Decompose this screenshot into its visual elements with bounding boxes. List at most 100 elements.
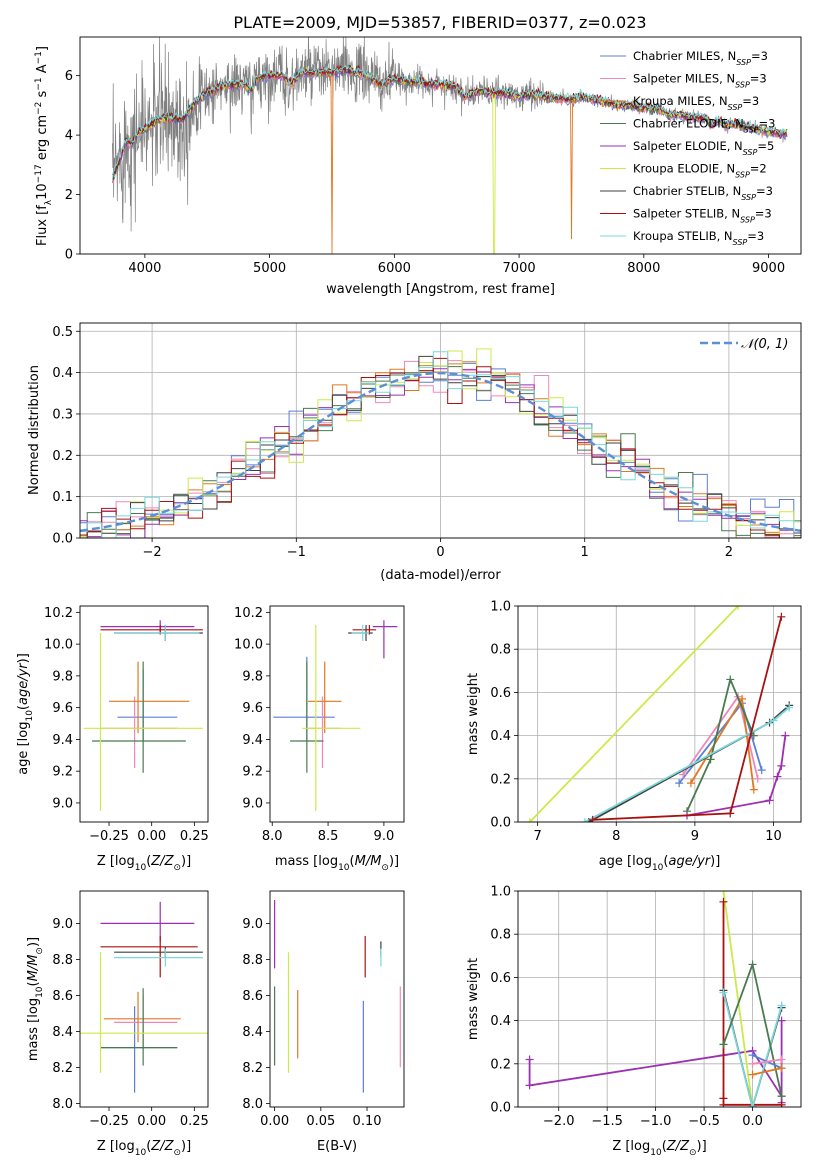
y-tick-label: 9.0 [242, 796, 263, 811]
weight-marker [748, 1070, 757, 1079]
spectrum-ylabel: Flux [fλ10−17 erg cm−2 s−1 A−1] [34, 46, 54, 246]
weight-series [752, 1058, 782, 1065]
y-tick-label: 0.4 [52, 366, 73, 381]
x-tick-label: 0.10 [353, 1114, 382, 1129]
weight-marker [785, 703, 794, 712]
y-tick-label: 8.8 [52, 953, 73, 968]
y-tick-label: 0.4 [490, 729, 511, 744]
errorbar-point [351, 625, 370, 641]
residual-histogram [80, 351, 801, 538]
legend-normal-label: 𝒩(0, 1) [741, 337, 788, 352]
x-tick-label: 9000 [752, 261, 785, 276]
age-mass-xlabel: mass [log10(M/M⊙)] [275, 854, 399, 873]
x-tick-label: −1.5 [591, 1114, 623, 1129]
x-tick-label: −2.0 [543, 1114, 575, 1129]
model-spectrum-kroupa-stelib [111, 64, 788, 181]
mass_vs_ebv-axes: 0.00 0.05 0.10 8.0 8.2 8.4 8.6 8.8 9.0 [242, 917, 381, 1129]
errorbar-point [307, 661, 342, 734]
normal-curve [79, 371, 802, 532]
y-tick-label: 0.6 [490, 686, 511, 701]
age_vs_mass-frame [269, 605, 405, 823]
weight-marker [525, 1055, 534, 1064]
y-tick-label: 4 [65, 129, 73, 144]
y-tick-label: 8.4 [242, 1025, 263, 1040]
weight-series [686, 676, 755, 812]
x-tick-label: 6000 [378, 261, 411, 276]
legend-label: Chabrier STELIB, NSSP=3 [633, 184, 773, 202]
weight-marker [719, 897, 728, 906]
y-tick-label: 9.6 [52, 701, 73, 716]
y-tick-label: 8.6 [52, 989, 73, 1004]
y-tick-label: 8.0 [242, 1097, 263, 1112]
weight-marker [748, 960, 757, 969]
weight-series [529, 606, 739, 822]
errorbar-point [372, 620, 398, 659]
weight-marker [765, 796, 774, 805]
x-tick-label: 0.05 [306, 1114, 335, 1129]
y-tick-label: 0.5 [52, 325, 73, 340]
x-tick-label: 0.25 [180, 1114, 209, 1129]
errorbar-point [100, 936, 198, 978]
y-tick-label: 2 [65, 188, 73, 203]
weight-marker [777, 1016, 786, 1025]
y-tick-label: 8.2 [242, 1061, 263, 1076]
legend-label: Kroupa STELIB, NSSP=3 [633, 229, 764, 247]
weight_vs_Z-axes: −2.0 −1.5 −1.0 −0.5 0.0 0.0 0.2 0.4 0.6 0.8 1.0 [490, 885, 801, 1129]
residual-histogram [80, 360, 801, 538]
x-tick-label: 8 [612, 829, 620, 844]
y-tick-label: 6 [65, 69, 73, 84]
residual-histogram [80, 355, 801, 538]
x-tick-label: 0.0 [742, 1114, 763, 1129]
y-tick-label: 10.0 [44, 638, 73, 653]
residuals-frame [79, 322, 802, 539]
y-tick-label: 9.6 [242, 701, 263, 716]
errorbar-point [100, 901, 195, 942]
weight-marker [726, 675, 735, 684]
errorbar-point [305, 696, 340, 768]
spectrum-frame [79, 36, 802, 255]
x-tick-label: 8.0 [262, 829, 283, 844]
x-tick-label: −1.0 [640, 1114, 672, 1129]
residuals-ylabel: Normed distribution [27, 365, 42, 495]
weight-series [584, 706, 790, 822]
errorbar-point [103, 991, 181, 1043]
figure-title: PLATE=2009, MJD=53857, FIBERID=0377, z=0… [233, 13, 646, 32]
weight-marker [679, 770, 688, 779]
x-tick-label: −2 [143, 545, 162, 560]
x-tick-label: 5000 [253, 261, 286, 276]
x-tick-label: 4000 [128, 261, 161, 276]
weight-marker [719, 891, 728, 895]
x-tick-label: 1 [581, 545, 589, 560]
y-tick-label: 1.0 [490, 600, 511, 615]
y-tick-label: 8.2 [52, 1061, 73, 1076]
y-tick-label: 10.2 [44, 606, 73, 621]
y-tick-label: 10.0 [234, 638, 263, 653]
weight-marker [525, 818, 534, 822]
y-tick-label: 8.4 [52, 1025, 73, 1040]
y-tick-label: 9.4 [242, 733, 263, 748]
errorbar-point [114, 995, 178, 1050]
x-tick-label: 0.25 [180, 829, 209, 844]
errorbar-point [117, 669, 178, 741]
weight-marker [675, 779, 684, 788]
errorbar-point [83, 633, 203, 811]
weight-marker [748, 1103, 757, 1107]
weight-marker [769, 716, 778, 725]
x-tick-label: 0.00 [137, 829, 166, 844]
y-tick-label: 0.4 [490, 1014, 511, 1029]
x-tick-label: −1 [287, 545, 306, 560]
errorbar-point [100, 620, 195, 633]
weight-marker [748, 1051, 757, 1060]
x-tick-label: 7 [534, 829, 542, 844]
y-tick-label: 0.0 [490, 1101, 511, 1116]
y-tick-label: 0 [65, 248, 73, 263]
age_vs_mass-axes: 8.0 8.5 9.0 9.0 9.2 9.4 9.6 9.8 10.0 10.2 [234, 606, 394, 844]
legend-label: Chabrier ELODIE, NSSP=3 [633, 117, 775, 135]
weight-marker [719, 1040, 728, 1049]
weight-marker [777, 1100, 786, 1107]
errorbar-point [302, 625, 361, 811]
residual-histogram [80, 368, 801, 538]
y-tick-label: 0.2 [52, 449, 73, 464]
x-tick-label: −0.25 [89, 829, 129, 844]
y-tick-label: 0.2 [490, 772, 511, 787]
